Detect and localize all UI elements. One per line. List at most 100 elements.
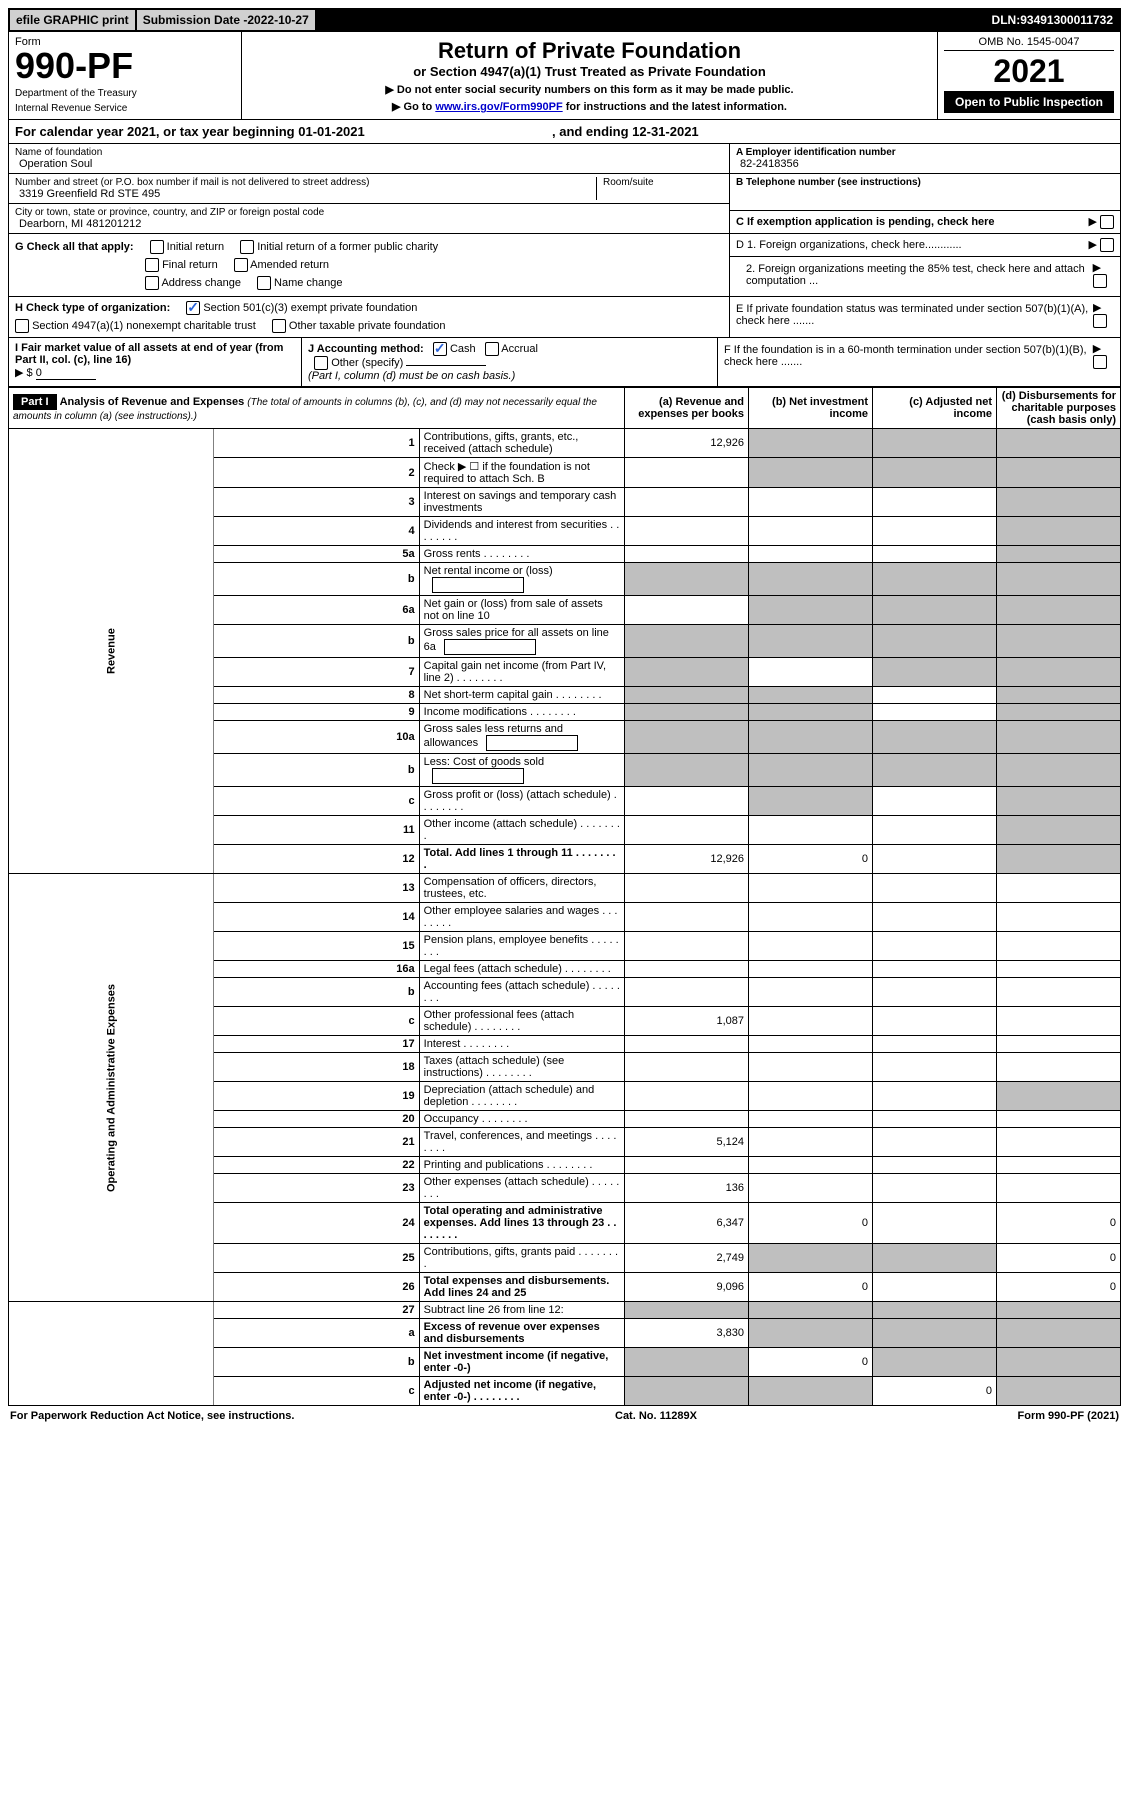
line-description: Net short-term capital gain . . . . . . … xyxy=(419,687,624,704)
line-number: 13 xyxy=(214,874,419,903)
cell-a xyxy=(625,1082,749,1111)
line-description: Compensation of officers, directors, tru… xyxy=(419,874,624,903)
h-501c3-checkbox[interactable] xyxy=(186,301,200,315)
cell-d xyxy=(997,429,1121,458)
cell-d: 0 xyxy=(997,1273,1121,1302)
line-number: b xyxy=(214,563,419,596)
line-description: Adjusted net income (if negative, enter … xyxy=(419,1377,624,1406)
h-opt2: Section 4947(a)(1) nonexempt charitable … xyxy=(32,320,256,332)
i-value: 0 xyxy=(36,367,96,380)
part1-label: Part I xyxy=(13,394,57,410)
line-number: 16a xyxy=(214,961,419,978)
cell-b xyxy=(749,1319,873,1348)
section-i: I Fair market value of all assets at end… xyxy=(8,338,1121,387)
line-number: 18 xyxy=(214,1053,419,1082)
cell-c xyxy=(873,721,997,754)
g-opt-1: Initial return of a former public charit… xyxy=(257,241,438,253)
section-e-box: E If private foundation status was termi… xyxy=(729,297,1120,337)
d1-checkbox[interactable] xyxy=(1100,238,1114,252)
phone-label: B Telephone number (see instructions) xyxy=(736,177,1114,188)
cell-c xyxy=(873,1128,997,1157)
cell-a xyxy=(625,704,749,721)
line-description: Dividends and interest from securities .… xyxy=(419,517,624,546)
line-number: 2 xyxy=(214,458,419,488)
g-initial-former-checkbox[interactable] xyxy=(240,240,254,254)
h-4947-checkbox[interactable] xyxy=(15,319,29,333)
revenue-side-label: Revenue xyxy=(9,429,214,874)
entity-right: A Employer identification number 82-2418… xyxy=(729,144,1120,233)
line-number: 26 xyxy=(214,1273,419,1302)
part1-table: Part I Analysis of Revenue and Expenses … xyxy=(8,387,1121,1406)
cell-b xyxy=(749,787,873,816)
g-initial-checkbox[interactable] xyxy=(150,240,164,254)
cell-d xyxy=(997,754,1121,787)
line-number: 17 xyxy=(214,1036,419,1053)
line-description: Less: Cost of goods sold xyxy=(419,754,624,787)
e-checkbox[interactable] xyxy=(1093,314,1107,328)
calendar-middle: , and ending xyxy=(552,124,632,139)
cell-c xyxy=(873,816,997,845)
footer-mid: Cat. No. 11289X xyxy=(615,1410,697,1422)
section-d-box: D 1. Foreign organizations, check here..… xyxy=(729,234,1120,296)
cell-b xyxy=(749,563,873,596)
cell-c: 0 xyxy=(873,1377,997,1406)
cell-b: 0 xyxy=(749,1273,873,1302)
line-number: b xyxy=(214,1348,419,1377)
irs-link[interactable]: www.irs.gov/Form990PF xyxy=(435,101,562,113)
cell-c xyxy=(873,625,997,658)
instr2-suffix: for instructions and the latest informat… xyxy=(563,101,787,113)
j-cash-checkbox[interactable] xyxy=(433,342,447,356)
cell-b xyxy=(749,903,873,932)
footer-left: For Paperwork Reduction Act Notice, see … xyxy=(10,1410,294,1422)
name-label: Name of foundation xyxy=(15,147,723,158)
submission-label: Submission Date - xyxy=(143,13,248,27)
cell-c xyxy=(873,1007,997,1036)
submission-date: 2022-10-27 xyxy=(247,13,308,27)
cell-c xyxy=(873,546,997,563)
cell-c xyxy=(873,563,997,596)
cell-a xyxy=(625,488,749,517)
cell-d xyxy=(997,658,1121,687)
j-other-checkbox[interactable] xyxy=(314,356,328,370)
cell-c xyxy=(873,429,997,458)
g-amended-checkbox[interactable] xyxy=(234,258,248,272)
cell-a: 1,087 xyxy=(625,1007,749,1036)
cell-d xyxy=(997,787,1121,816)
cell-d: 0 xyxy=(997,1244,1121,1273)
calendar-begin: 01-01-2021 xyxy=(298,124,365,139)
city-value: Dearborn, MI 481201212 xyxy=(15,218,723,230)
cell-b xyxy=(749,1174,873,1203)
cell-c xyxy=(873,687,997,704)
header-center: Return of Private Foundation or Section … xyxy=(242,32,937,119)
line-description: Net gain or (loss) from sale of assets n… xyxy=(419,596,624,625)
cell-b xyxy=(749,754,873,787)
cell-d xyxy=(997,932,1121,961)
cell-a xyxy=(625,658,749,687)
col-d-header: (d) Disbursements for charitable purpose… xyxy=(997,388,1121,429)
g-opt-0: Initial return xyxy=(167,241,224,253)
c-checkbox[interactable] xyxy=(1100,215,1114,229)
cell-b xyxy=(749,1007,873,1036)
cell-b xyxy=(749,596,873,625)
e-item: E If private foundation status was termi… xyxy=(730,297,1120,332)
cell-d xyxy=(997,546,1121,563)
cell-d xyxy=(997,1174,1121,1203)
g-final-checkbox[interactable] xyxy=(145,258,159,272)
h-other-checkbox[interactable] xyxy=(272,319,286,333)
f-checkbox[interactable] xyxy=(1093,355,1107,369)
g-address-checkbox[interactable] xyxy=(145,276,159,290)
j-accrual-checkbox[interactable] xyxy=(485,342,499,356)
top-banner: efile GRAPHIC print Submission Date - 20… xyxy=(8,8,1121,32)
cell-b xyxy=(749,1111,873,1128)
section-h-left: H Check type of organization: Section 50… xyxy=(9,297,729,337)
g-name-checkbox[interactable] xyxy=(257,276,271,290)
line-description: Gross rents . . . . . . . . xyxy=(419,546,624,563)
line-description: Total operating and administrative expen… xyxy=(419,1203,624,1244)
line-description: Gross sales less returns and allowances xyxy=(419,721,624,754)
col-a-header: (a) Revenue and expenses per books xyxy=(625,388,749,429)
cell-c xyxy=(873,1036,997,1053)
cell-a xyxy=(625,721,749,754)
d2-checkbox[interactable] xyxy=(1093,274,1107,288)
instr2-prefix: ▶ Go to xyxy=(392,101,435,113)
cell-c xyxy=(873,517,997,546)
